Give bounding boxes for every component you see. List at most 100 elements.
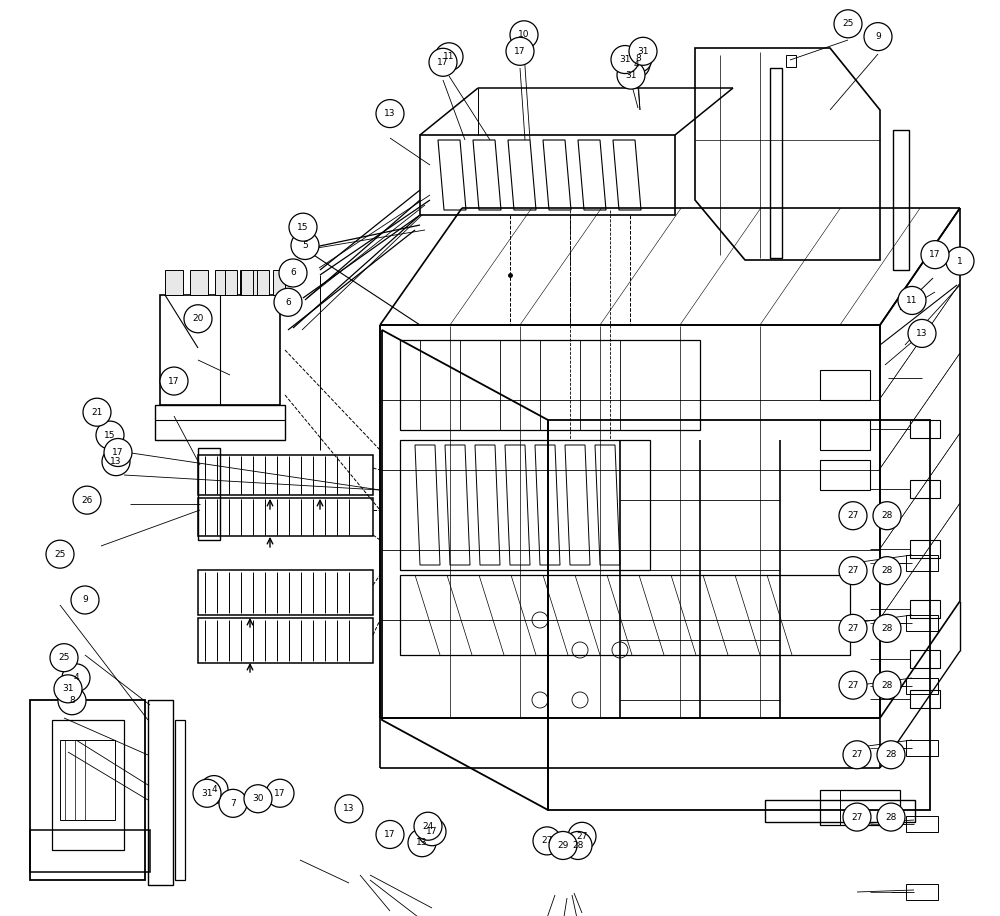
Text: 21: 21: [91, 408, 103, 417]
Polygon shape: [215, 270, 233, 295]
Circle shape: [418, 818, 446, 845]
Circle shape: [54, 675, 82, 703]
Circle shape: [564, 832, 592, 859]
Circle shape: [839, 502, 867, 529]
Bar: [400, 440, 650, 570]
Circle shape: [200, 776, 228, 803]
Circle shape: [279, 259, 307, 287]
Bar: [198, 455, 373, 495]
Circle shape: [617, 61, 645, 89]
Circle shape: [839, 557, 867, 584]
Circle shape: [376, 100, 404, 127]
Text: 27: 27: [847, 624, 859, 633]
Bar: [765, 800, 915, 822]
Circle shape: [193, 780, 221, 807]
Text: 27: 27: [847, 566, 859, 575]
Text: 31: 31: [625, 71, 637, 80]
Circle shape: [506, 38, 534, 65]
Circle shape: [414, 812, 442, 840]
Text: 27: 27: [851, 750, 863, 759]
Text: 28: 28: [881, 624, 893, 633]
Text: 17: 17: [437, 58, 449, 67]
Circle shape: [843, 803, 871, 831]
Circle shape: [160, 367, 188, 395]
Circle shape: [184, 305, 212, 333]
Circle shape: [266, 780, 294, 807]
Circle shape: [533, 827, 561, 855]
Text: 4: 4: [633, 60, 639, 69]
Circle shape: [435, 43, 463, 71]
Bar: [906, 816, 938, 832]
Text: 8: 8: [635, 54, 641, 63]
Text: 4: 4: [211, 785, 217, 794]
Bar: [155, 405, 285, 440]
Circle shape: [335, 795, 363, 823]
Bar: [820, 370, 870, 400]
Circle shape: [864, 23, 892, 50]
Bar: [198, 570, 373, 615]
Bar: [786, 55, 796, 67]
Circle shape: [877, 741, 905, 769]
Text: 28: 28: [881, 511, 893, 520]
Text: 6: 6: [290, 268, 296, 278]
Circle shape: [291, 232, 319, 259]
Bar: [198, 618, 373, 663]
Circle shape: [510, 21, 538, 49]
Circle shape: [873, 557, 901, 584]
Circle shape: [611, 46, 639, 73]
Bar: [910, 650, 940, 668]
Bar: [60, 740, 115, 820]
Text: 17: 17: [112, 448, 124, 457]
Text: 15: 15: [104, 431, 116, 440]
Text: 13: 13: [916, 329, 928, 338]
Bar: [30, 700, 145, 880]
Circle shape: [96, 421, 124, 449]
Text: 28: 28: [881, 681, 893, 690]
Text: 27: 27: [576, 832, 588, 841]
Text: 17: 17: [929, 250, 941, 259]
Polygon shape: [257, 270, 269, 295]
Text: 9: 9: [875, 32, 881, 41]
Text: 13: 13: [110, 457, 122, 466]
Bar: [906, 740, 938, 756]
Circle shape: [873, 671, 901, 699]
Text: 17: 17: [384, 830, 396, 839]
Text: 10: 10: [518, 30, 530, 39]
Text: 17: 17: [514, 47, 526, 56]
Circle shape: [219, 790, 247, 817]
Text: 17: 17: [168, 376, 180, 386]
Text: 1: 1: [957, 256, 963, 266]
Circle shape: [629, 38, 657, 65]
Text: 26: 26: [81, 496, 93, 505]
Text: 27: 27: [847, 681, 859, 690]
Circle shape: [898, 287, 926, 314]
Bar: [910, 540, 940, 558]
Bar: [910, 480, 940, 498]
Circle shape: [102, 448, 130, 475]
Bar: [420, 135, 675, 215]
Text: 28: 28: [885, 812, 897, 822]
Circle shape: [104, 439, 132, 466]
Circle shape: [244, 785, 272, 812]
Text: 25: 25: [54, 550, 66, 559]
Bar: [910, 690, 940, 708]
Circle shape: [289, 213, 317, 241]
Text: 28: 28: [572, 841, 584, 850]
Circle shape: [46, 540, 74, 568]
Text: 17: 17: [426, 827, 438, 836]
Text: 31: 31: [201, 789, 213, 798]
Polygon shape: [241, 270, 253, 295]
Bar: [198, 498, 373, 536]
Bar: [148, 700, 173, 885]
Circle shape: [71, 586, 99, 614]
Bar: [820, 420, 870, 450]
Polygon shape: [273, 270, 285, 295]
Text: 11: 11: [443, 52, 455, 61]
Circle shape: [946, 247, 974, 275]
Bar: [893, 130, 909, 270]
Text: 27: 27: [847, 511, 859, 520]
Text: 29: 29: [557, 841, 569, 850]
Circle shape: [873, 615, 901, 642]
Bar: [30, 830, 150, 872]
Text: 13: 13: [343, 804, 355, 813]
